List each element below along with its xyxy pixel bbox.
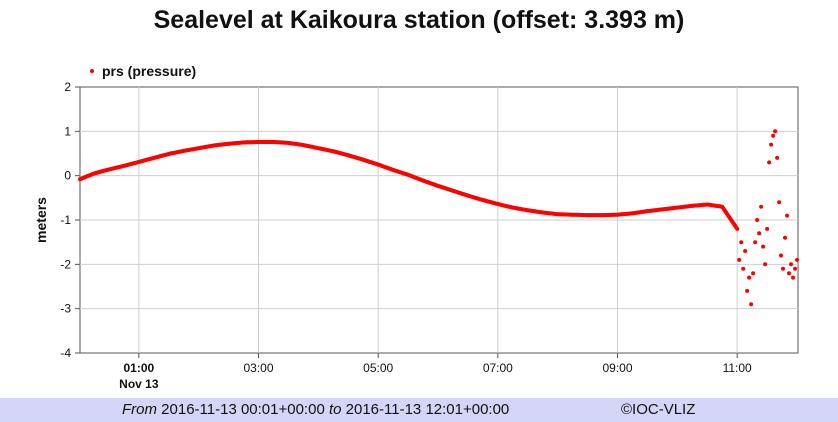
y-axis-label: meters	[33, 197, 49, 243]
data-point	[765, 226, 770, 231]
data-point	[785, 213, 789, 218]
data-point	[779, 253, 783, 258]
data-point	[761, 244, 766, 249]
chart: 2 1 0 -1 -2 -3 -4 01:00 Nov 13 03:00 05:00 07:00 09…	[33, 63, 799, 391]
x-tick-sublabel: Nov 13	[119, 377, 159, 391]
data-point	[739, 240, 744, 245]
grid	[80, 87, 798, 353]
data-point	[771, 133, 776, 138]
data-point	[769, 142, 774, 147]
data-point	[787, 271, 791, 276]
x-axis-ticks: 01:00 Nov 13 03:00 05:00 07:00 09:00 11:00	[119, 353, 752, 391]
from-label: From	[122, 401, 157, 418]
time-range: From 2016-11-13 00:01+00:00 to 2016-11-1…	[122, 401, 509, 418]
y-tick-label: -2	[60, 257, 71, 271]
data-point	[795, 257, 799, 262]
data-point	[773, 129, 778, 134]
data-point	[763, 262, 768, 267]
data-point	[741, 266, 746, 271]
y-tick-label: -4	[60, 346, 71, 360]
credit-text: ©IOC-VLIZ	[621, 401, 696, 418]
data-point	[791, 275, 795, 280]
x-tick-label: 09:00	[602, 361, 632, 375]
x-tick-label: 11:00	[723, 361, 752, 375]
data-point	[745, 288, 750, 293]
data-point	[793, 266, 797, 271]
y-tick-label: -3	[60, 302, 71, 316]
data-point	[789, 262, 793, 267]
x-tick-label: 01:00	[123, 361, 154, 375]
data-point	[757, 231, 762, 236]
x-tick-label: 03:00	[243, 361, 273, 375]
data-point	[781, 266, 785, 271]
legend-marker	[90, 69, 94, 73]
legend-label: prs (pressure)	[102, 63, 196, 79]
y-tick-label: 0	[64, 169, 71, 183]
y-tick-label: 1	[64, 124, 71, 138]
data-point	[775, 155, 780, 160]
data-point	[777, 200, 782, 205]
data-point	[737, 257, 742, 262]
data-point	[767, 160, 772, 165]
y-axis-ticks: 2 1 0 -1 -2 -3 -4	[60, 80, 80, 360]
data-point	[751, 271, 756, 276]
to-value: 2016-11-13 12:01+00:00	[345, 401, 510, 418]
x-tick-label: 05:00	[363, 361, 393, 375]
data-point	[783, 235, 787, 240]
data-point	[743, 249, 748, 253]
data-point	[749, 302, 754, 307]
data-point	[755, 218, 760, 222]
footer-bar: From 2016-11-13 00:01+00:00 to 2016-11-1…	[0, 398, 838, 422]
data-point	[747, 275, 752, 280]
y-tick-label: -1	[60, 213, 71, 227]
from-value: 2016-11-13 00:01+00:00	[161, 401, 325, 418]
to-label: to	[328, 401, 342, 418]
data-point	[759, 204, 764, 209]
data-point	[734, 225, 739, 230]
x-tick-label: 07:00	[483, 361, 513, 375]
data-point	[753, 240, 758, 245]
data-points	[78, 129, 799, 307]
y-tick-label: 2	[64, 80, 71, 94]
chart-title: Sealevel at Kaikoura station (offset: 3.…	[153, 6, 685, 34]
